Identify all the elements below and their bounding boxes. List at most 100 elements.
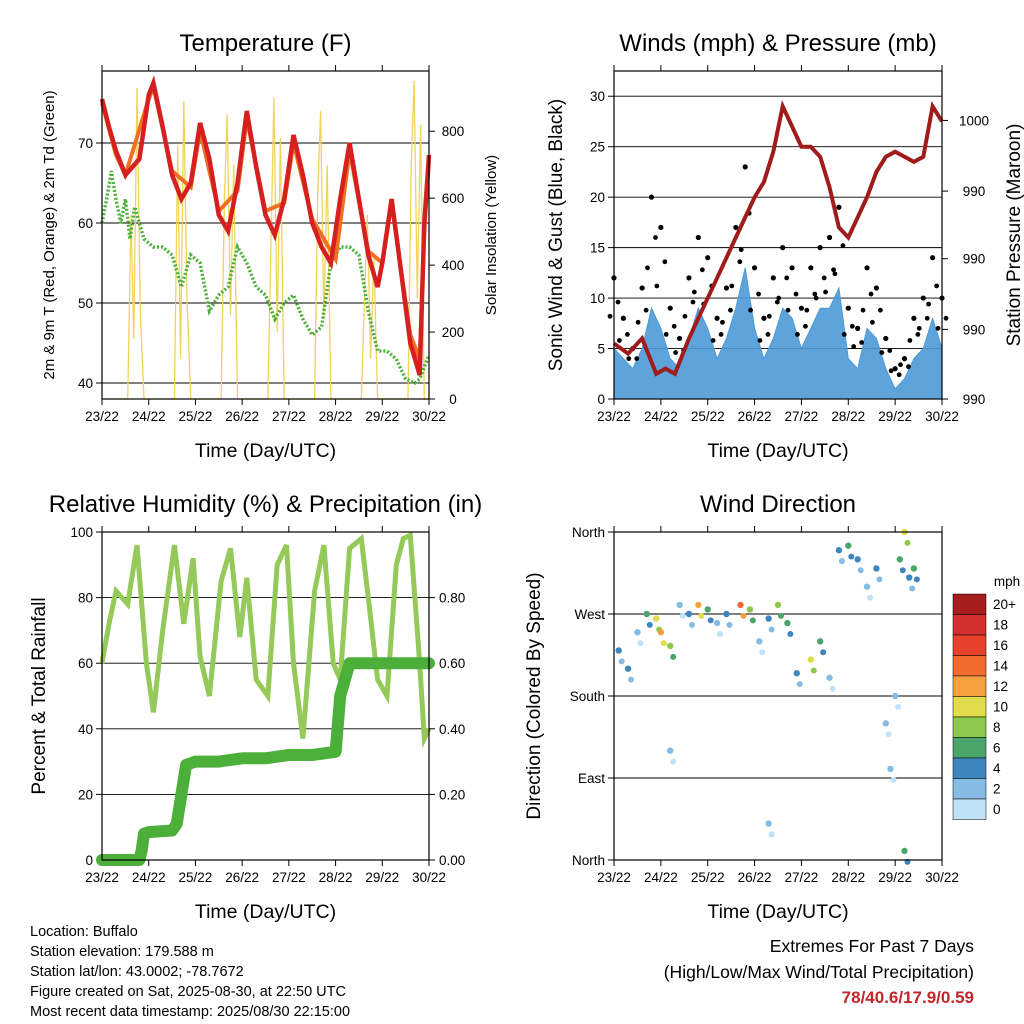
gust-point: [733, 224, 739, 231]
y-right-tick-label: 1000: [959, 113, 989, 128]
direction-point: [624, 665, 632, 672]
y-tick-label: 60: [78, 656, 93, 671]
gust-point: [821, 275, 827, 281]
direction-point: [873, 565, 880, 572]
gust-point: [691, 289, 697, 295]
x-tick-label: 28/22: [831, 409, 865, 424]
legend-swatch: [952, 798, 987, 820]
direction-point: [909, 585, 916, 592]
legend-label: 10: [993, 700, 1008, 715]
gust-point: [648, 194, 655, 200]
y-tick-label: 100: [70, 525, 93, 540]
direction-point: [765, 615, 772, 622]
y-tick-label: 40: [78, 376, 93, 391]
elevation-text: Station elevation: 179.588 m: [30, 944, 214, 960]
direction-point: [670, 758, 677, 765]
gust-point: [620, 315, 626, 321]
y-right-tick-label: 990: [963, 392, 986, 407]
direction-point: [768, 831, 775, 838]
y-right-tick-label: 0.00: [439, 853, 465, 868]
x-tick-label: 23/22: [597, 409, 631, 424]
y-tick-label: West: [574, 607, 605, 622]
direction-point: [723, 610, 730, 618]
direction-point: [857, 567, 864, 574]
legend-label: 2: [993, 782, 1001, 797]
humidity-panel: Relative Humidity (%) & Precipitation (i…: [29, 491, 482, 923]
plot-border: [613, 70, 943, 400]
x-axis-label: Time (Day/UTC): [195, 440, 336, 462]
direction-point: [756, 638, 763, 645]
y-right-tick-label: 400: [442, 258, 465, 273]
panel-title: Winds (mph) & Pressure (mb): [619, 30, 936, 57]
gust-point: [883, 335, 889, 342]
legend-label: 20+: [993, 597, 1016, 612]
direction-point: [726, 621, 733, 628]
gust-point: [615, 299, 621, 305]
legend-swatch: [952, 634, 987, 656]
y-tick-label: 20: [78, 787, 93, 802]
direction-point: [845, 542, 852, 549]
gust-point: [836, 204, 842, 210]
sonic-wind-area: [613, 267, 943, 400]
x-tick-label: 28/22: [831, 870, 865, 885]
gust-point: [662, 259, 668, 265]
gust-point: [728, 307, 733, 313]
x-tick-label: 23/22: [85, 870, 119, 885]
relative-humidity-line: [99, 531, 432, 749]
legend-label: 4: [993, 761, 1001, 776]
gust-point: [761, 315, 767, 321]
direction-point: [634, 629, 641, 636]
direction-point: [667, 747, 674, 754]
x-tick-label: 26/22: [225, 870, 259, 885]
y-right-tick-label: 990: [963, 252, 986, 267]
y-right-tick-label: 0.40: [439, 722, 465, 737]
direction-point: [688, 621, 695, 628]
gust-point: [826, 234, 833, 241]
extremes-title: Extremes For Past 7 Days: [769, 936, 974, 956]
y-right-tick-label: 600: [442, 191, 465, 206]
y-tick-label: South: [570, 689, 605, 704]
direction-point: [679, 612, 686, 619]
y-tick-label: 80: [78, 591, 93, 606]
direction-point: [838, 558, 845, 565]
gust-point: [798, 305, 805, 311]
direction-point: [835, 547, 843, 554]
gust-point: [849, 323, 855, 329]
direction-point: [820, 649, 827, 656]
gust-point: [658, 224, 664, 231]
precipitation-line: [96, 657, 435, 866]
recent-text: Most recent data timestamp: 2025/08/30 2…: [30, 1004, 351, 1020]
gust-point: [671, 323, 677, 329]
direction-point: [826, 674, 833, 681]
gust-point: [682, 313, 688, 319]
x-tick-label: 24/22: [132, 870, 166, 885]
gust-point: [756, 291, 761, 297]
x-tick-label: 27/22: [785, 870, 819, 885]
y-tick-label: 30: [590, 89, 605, 104]
gust-point: [864, 265, 870, 271]
gust-point: [677, 335, 683, 342]
x-tick-label: 30/22: [925, 409, 959, 424]
gust-point: [812, 291, 818, 297]
y-tick-label: 0: [85, 853, 93, 868]
y-tick-label: 50: [78, 296, 93, 311]
x-tick-label: 23/22: [597, 870, 631, 885]
direction-point: [768, 626, 775, 633]
y-tick-label: 20: [590, 190, 605, 205]
y-right-tick-label: 200: [442, 325, 465, 340]
gust-point: [643, 307, 649, 313]
gust-point: [868, 291, 874, 297]
y-right-tick-label: 0.80: [439, 591, 465, 606]
y-axis-label: Sonic Wind & Gust (Blue, Black): [546, 99, 567, 371]
y-right-tick-label: 990: [963, 322, 986, 337]
gust-point: [795, 332, 800, 337]
gust-point: [808, 265, 814, 271]
direction-point: [774, 601, 782, 609]
temp-2m-line: [99, 75, 432, 376]
direction-point: [746, 606, 754, 613]
gust-point: [616, 338, 622, 343]
direction-point: [896, 556, 904, 563]
direction-point: [829, 685, 836, 692]
legend-label: 12: [993, 679, 1008, 694]
